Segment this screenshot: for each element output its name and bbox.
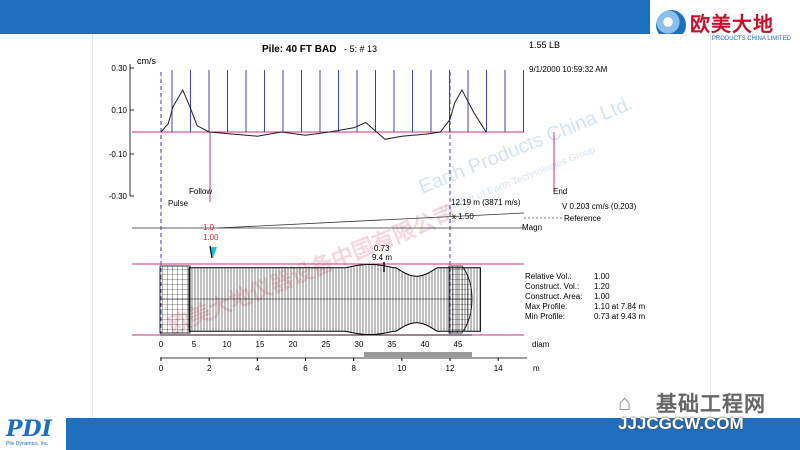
pulse-label: Pulse: [168, 199, 189, 208]
diam-tick-label: 40: [421, 340, 430, 349]
pile-head-grid: [159, 265, 191, 334]
m-tick-label: 4: [255, 364, 260, 373]
m-tick-label: 10: [397, 364, 406, 373]
velocity-readout: V 0.203 cm/s (0.203): [562, 202, 637, 211]
brand-name-en: EARTH PRODUCTS CHINA LIMITED: [690, 36, 791, 42]
stat-value: 0.73 at 9.43 m: [594, 312, 645, 321]
pdi-logo: PDI Pile Dynamics, Inc.: [0, 412, 66, 450]
m-axis-ticks: 0 2 4 6 8 10 12 14: [159, 358, 503, 373]
m-tick-label: 14: [494, 364, 503, 373]
diam-tick-label: 10: [223, 340, 232, 349]
stat-label: Construct. Area:: [525, 292, 582, 301]
marker-arrow-icon: [210, 247, 217, 258]
reference-label: Reference: [564, 214, 601, 223]
velocity-y-ticks: 0.30 0.10 -0.10 -0.30: [109, 64, 128, 201]
y-tick-label: -0.10: [109, 150, 128, 159]
stat-label: Relative Vol.:: [525, 272, 572, 281]
profile-stats: Relative Vol.: 1.00 Construct. Vol.: 1.20 Co…: [525, 272, 645, 321]
velocity-curve: [160, 88, 487, 140]
magn-label: Magn: [522, 223, 542, 232]
bottom-bar: [0, 418, 800, 450]
hammer-weight: 1.55 LB: [529, 40, 560, 50]
stat-label: Construct. Vol.:: [525, 282, 579, 291]
marker-arrow-stem: [209, 245, 213, 259]
diam-tick-label: 30: [355, 340, 364, 349]
diam-tick-label: 35: [388, 340, 397, 349]
record-datetime: 9/1/2000 10:59:32 AM: [529, 65, 608, 74]
stat-value: 1.00: [594, 272, 610, 281]
m-tick-label: 6: [303, 364, 308, 373]
record-title-suffix: - 5: # 13: [344, 44, 377, 54]
magnification-factor: x 1.50: [452, 212, 474, 221]
diam-tick-label: 5: [192, 340, 197, 349]
magnification-ramp: [217, 212, 525, 229]
brand-name-cn: 欧美大地: [690, 12, 774, 36]
stat-label: Max Profile:: [525, 302, 567, 311]
m-axis-label: m: [533, 364, 540, 373]
m-tick-label: 12: [446, 364, 455, 373]
house-icon: ⌂: [618, 390, 632, 415]
marker-top-value: 1.0: [203, 223, 215, 232]
diam-tick-label: 15: [256, 340, 265, 349]
diam-tick-label: 25: [322, 340, 331, 349]
velocity-unit: cm/s: [137, 56, 156, 66]
neck-value: 0.73: [374, 244, 390, 253]
diam-tick-label: 20: [289, 340, 298, 349]
site-url: JJJCGCW.COM: [618, 414, 744, 433]
stat-label: Min Profile:: [525, 312, 565, 321]
site-logo: ⌂ 基础工程网 JJJCGCW.COM: [612, 388, 788, 434]
diam-axis-label: diam: [532, 340, 550, 349]
end-label: End: [553, 187, 567, 196]
pile-profile: [188, 264, 481, 335]
y-tick-label: 0.10: [111, 106, 127, 115]
diam-tick-label: 0: [159, 340, 164, 349]
stat-value: 1.00: [594, 292, 610, 301]
diam-tick-label: 45: [454, 340, 463, 349]
stat-value: 1.10 at 7.84 m: [594, 302, 645, 311]
depth-readout: 12.19 m (3871 m/s): [451, 198, 521, 207]
m-tick-label: 0: [159, 364, 164, 373]
y-tick-label: 0.30: [111, 64, 127, 73]
pit-record-chart: 欧美大地仪器设备中国有限公司 Earth Products China Ltd.…: [109, 40, 646, 373]
diam-axis-ticks: 0 5 10 15 20 25 30 35 40 45: [159, 340, 463, 349]
marker-bottom-value: 1.00: [203, 233, 219, 242]
m-tick-label: 8: [351, 364, 356, 373]
record-title: Pile: 40 FT BAD: [262, 44, 336, 55]
follow-label: Follow: [189, 187, 212, 196]
velocity-ticks: [171, 70, 524, 132]
pdi-name: Pile Dynamics, Inc.: [6, 441, 49, 447]
stat-value: 1.20: [594, 282, 610, 291]
site-name-cn: 基础工程网: [656, 392, 766, 416]
m-axis-scale-bar: [364, 352, 472, 357]
neck-depth: 9.4 m: [372, 253, 392, 262]
pdi-mark: PDI: [6, 416, 52, 442]
m-tick-label: 2: [207, 364, 212, 373]
y-tick-label: -0.30: [109, 192, 128, 201]
